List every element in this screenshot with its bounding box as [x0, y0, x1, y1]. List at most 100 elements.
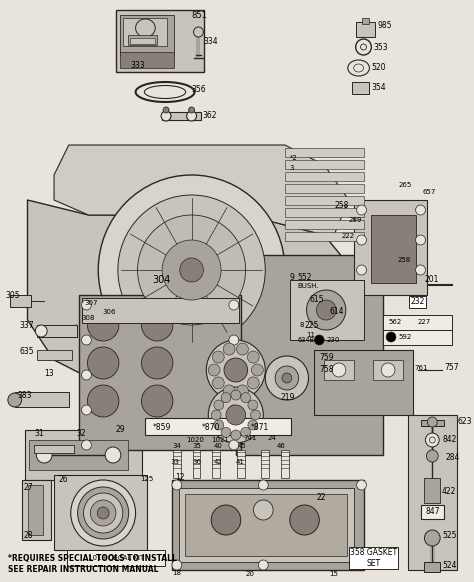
Text: 759: 759	[319, 353, 334, 363]
Polygon shape	[54, 145, 349, 235]
Text: 31: 31	[35, 430, 44, 438]
Bar	[424, 478, 440, 503]
Text: 46: 46	[277, 443, 286, 449]
Ellipse shape	[354, 64, 364, 72]
Circle shape	[212, 351, 224, 363]
Text: 614: 614	[329, 307, 344, 317]
Bar	[172, 480, 364, 570]
Circle shape	[429, 437, 435, 443]
Text: 362: 362	[202, 112, 217, 120]
Text: 34: 34	[172, 443, 181, 449]
Text: 552: 552	[298, 274, 312, 282]
Text: 29: 29	[116, 425, 126, 435]
Circle shape	[427, 450, 438, 462]
Text: 842: 842	[442, 435, 456, 445]
Bar	[281, 450, 289, 478]
Text: 634B: 634B	[298, 337, 315, 343]
Circle shape	[231, 390, 241, 400]
Bar	[120, 52, 174, 68]
Bar	[285, 208, 364, 217]
Circle shape	[105, 447, 121, 463]
Text: 520: 520	[372, 63, 386, 73]
Bar	[10, 295, 31, 307]
Circle shape	[71, 480, 136, 546]
Text: 209: 209	[349, 217, 362, 223]
Text: 222: 222	[342, 233, 355, 239]
Bar	[37, 325, 77, 337]
Bar	[162, 112, 201, 120]
Circle shape	[83, 493, 123, 533]
Ellipse shape	[348, 60, 369, 76]
Bar	[420, 420, 444, 426]
Circle shape	[141, 385, 173, 417]
Text: 284: 284	[445, 453, 459, 463]
Circle shape	[36, 447, 52, 463]
Ellipse shape	[8, 393, 22, 407]
Text: 232: 232	[410, 297, 425, 307]
Circle shape	[162, 240, 221, 300]
Circle shape	[247, 377, 259, 389]
Text: 1020: 1020	[187, 437, 205, 443]
Circle shape	[252, 364, 264, 376]
Circle shape	[87, 385, 119, 417]
Circle shape	[356, 39, 372, 55]
Text: 22: 22	[316, 494, 326, 502]
Bar	[372, 215, 416, 283]
Text: *REQUIRES SPECIAL TOOLS TO INSTALL: *REQUIRES SPECIAL TOOLS TO INSTALL	[8, 553, 177, 562]
Bar	[383, 315, 452, 330]
Circle shape	[208, 387, 264, 443]
Circle shape	[187, 111, 197, 121]
Bar	[285, 220, 364, 229]
Bar	[383, 330, 452, 345]
Circle shape	[258, 480, 268, 490]
Text: *2: *2	[290, 155, 298, 161]
Polygon shape	[27, 200, 349, 390]
Bar	[54, 475, 147, 550]
Circle shape	[78, 487, 129, 539]
Text: 334: 334	[203, 37, 218, 47]
Text: 20: 20	[246, 571, 255, 577]
Text: SEE REPAIR INSTRUCTION MANUAL: SEE REPAIR INSTRUCTION MANUAL	[8, 566, 158, 574]
Circle shape	[381, 363, 395, 377]
Bar	[314, 350, 413, 415]
Text: 125: 125	[140, 476, 154, 482]
Circle shape	[356, 560, 366, 570]
Text: 28: 28	[24, 531, 33, 541]
Bar	[362, 18, 369, 24]
Text: 333: 333	[131, 62, 146, 70]
Bar	[116, 10, 204, 72]
Bar	[29, 440, 128, 470]
Bar	[82, 298, 239, 323]
Circle shape	[229, 370, 239, 380]
Text: 24: 24	[267, 435, 276, 441]
Bar	[408, 415, 457, 570]
Bar	[285, 196, 364, 205]
Bar	[37, 350, 72, 360]
Circle shape	[82, 370, 91, 380]
Circle shape	[426, 433, 439, 447]
Circle shape	[211, 505, 241, 535]
Text: 306: 306	[102, 309, 116, 315]
Text: 758: 758	[319, 365, 334, 374]
Circle shape	[91, 500, 116, 526]
Circle shape	[211, 410, 221, 420]
Text: 1019 DECAL KIT: 1019 DECAL KIT	[88, 555, 144, 561]
Circle shape	[248, 420, 258, 430]
Circle shape	[221, 427, 231, 437]
Text: 635: 635	[19, 346, 34, 356]
Text: 761: 761	[415, 365, 428, 371]
Bar	[130, 38, 155, 44]
Circle shape	[416, 205, 426, 215]
Circle shape	[386, 332, 396, 342]
Bar	[285, 232, 364, 241]
Text: 657: 657	[422, 189, 436, 195]
Circle shape	[98, 175, 285, 365]
Text: 9: 9	[290, 274, 295, 282]
Text: 42: 42	[214, 459, 223, 465]
Circle shape	[82, 300, 91, 310]
Circle shape	[137, 215, 246, 325]
Circle shape	[258, 560, 268, 570]
Circle shape	[82, 405, 91, 415]
Bar	[420, 505, 444, 519]
Text: BUSH.: BUSH.	[298, 283, 319, 289]
